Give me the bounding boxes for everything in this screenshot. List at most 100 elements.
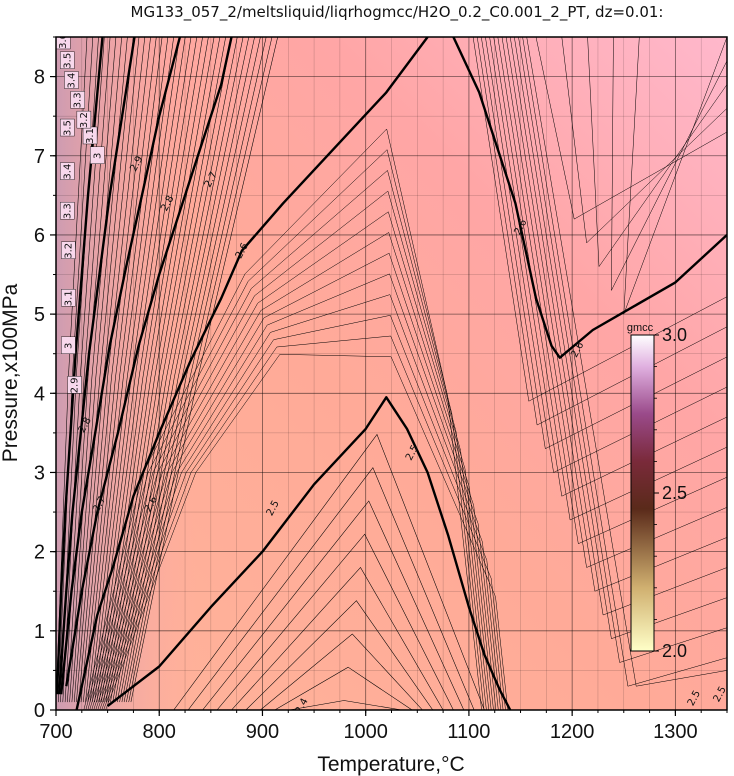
contour-line — [119, 37, 250, 703]
contour-line — [96, 37, 192, 703]
contour-line — [505, 37, 727, 592]
colorbar-tick-label: 3.0 — [662, 325, 687, 345]
colorbar-tick-label: 2.5 — [662, 483, 687, 503]
contour-label: 3.5 — [62, 53, 73, 69]
x-axis: 700 800 900 1000 1100 1200 1300 — [39, 710, 728, 743]
contour-line — [103, 335, 506, 710]
colorbar-label: gmcc — [627, 322, 654, 334]
contour-label-box — [67, 376, 82, 394]
plot-area: 2.52.52.62.62.62.62.72.72.82.82.92.9333.… — [55, 33, 729, 711]
contour-line — [489, 37, 727, 497]
contour-line — [535, 37, 727, 220]
contour-label: 3.4 — [66, 73, 77, 89]
x-tick-label: 1200 — [550, 721, 595, 743]
contour-label: 3.6 — [58, 33, 69, 49]
chart-title: MG133_057_2/meltsliquid/liqrhogmcc/H2O_0… — [131, 3, 664, 22]
contour-line — [481, 37, 727, 450]
contour-label: 3.3 — [62, 203, 73, 219]
contour-line — [87, 169, 487, 710]
contour-line — [114, 37, 238, 703]
contour-line — [514, 37, 727, 640]
contour-label: 3.2 — [79, 112, 90, 128]
contour-label: 2.5 — [712, 685, 729, 704]
contour-line — [83, 128, 482, 710]
bold-contour-2.6 — [452, 37, 727, 359]
contour-label: 3 — [92, 153, 103, 159]
contour-line — [110, 37, 226, 703]
y-tick-label: 2 — [34, 542, 45, 564]
colorbar-gradient — [630, 334, 655, 652]
bold-contour-2.5 — [106, 396, 512, 710]
contour-line — [112, 37, 232, 703]
contour-line — [526, 37, 727, 687]
contour-line — [95, 252, 497, 710]
contour-line — [98, 37, 198, 703]
y-tick-label: 8 — [34, 67, 45, 89]
contour-label: 3 — [63, 343, 74, 349]
contour-line — [202, 500, 465, 710]
colorbar-ticks: 2.0 2.5 3.0 — [654, 325, 687, 661]
contour-label: 2.9 — [70, 377, 81, 393]
contour-line — [105, 354, 509, 710]
x-tick-label: 800 — [143, 721, 176, 743]
contour-label-box — [60, 201, 75, 220]
x-tick-label: 700 — [39, 721, 72, 743]
contour-line — [93, 232, 494, 710]
contour-line — [101, 315, 504, 710]
contour-line — [67, 37, 117, 703]
contour-line — [69, 37, 122, 703]
contour-line — [123, 37, 261, 703]
y-tick-label: 3 — [34, 462, 45, 484]
contour-line — [274, 666, 413, 710]
contour-label-box — [60, 51, 75, 69]
bold-contour-2.8 — [60, 37, 182, 695]
x-tick-label: 1000 — [343, 721, 388, 743]
contour-line — [187, 467, 475, 710]
contour-line — [518, 37, 727, 663]
y-tick-label: 6 — [34, 225, 45, 247]
y-tick-label: 1 — [34, 621, 45, 643]
contour-line — [561, 37, 727, 244]
contour-line — [126, 37, 267, 703]
contour-line — [231, 567, 444, 710]
bold-contour-2.7 — [65, 37, 233, 687]
grid-lines — [56, 37, 727, 710]
contour-line — [245, 600, 434, 710]
contour-line — [497, 37, 727, 545]
y-axis-label: Pressure,x100MPa — [0, 283, 22, 462]
bold-contour-2.9 — [57, 37, 136, 695]
contour-line — [89, 37, 174, 703]
contour-line — [80, 37, 151, 703]
contour-label: 3.1 — [63, 290, 74, 306]
contour-line — [99, 294, 501, 710]
contour-label-box — [61, 336, 76, 354]
contour-line — [522, 37, 727, 687]
bold-contours — [56, 37, 727, 710]
y-tick-label: 4 — [34, 383, 45, 405]
y-tick-label: 5 — [34, 304, 45, 326]
contour-line — [73, 37, 134, 703]
bold-contour-2.6 — [75, 37, 429, 710]
contour-line — [78, 37, 146, 703]
contour-line — [94, 37, 186, 703]
contour-line — [128, 37, 273, 703]
contour-label-box — [64, 71, 79, 89]
contour-label: 3.1 — [85, 128, 96, 144]
contour-line — [87, 37, 169, 703]
contour-line — [101, 37, 203, 703]
y-tick-label: 0 — [34, 700, 45, 722]
contour-label: 3.4 — [62, 164, 73, 180]
contour-line — [91, 211, 492, 710]
contour-line — [501, 37, 727, 568]
colorbar-tick-label: 2.0 — [662, 641, 687, 661]
x-tick-label: 1300 — [653, 721, 698, 743]
contour-line — [105, 37, 215, 703]
contour-line — [611, 37, 727, 291]
y-axis: 0 1 2 3 4 5 6 7 8 — [34, 36, 56, 722]
y-tick-label: 7 — [34, 146, 45, 168]
colorbar: gmcc 2.0 2.5 3.0 — [627, 322, 687, 661]
contour-line — [173, 433, 485, 710]
contour-label-box — [61, 241, 76, 259]
x-tick-label: 900 — [246, 721, 279, 743]
